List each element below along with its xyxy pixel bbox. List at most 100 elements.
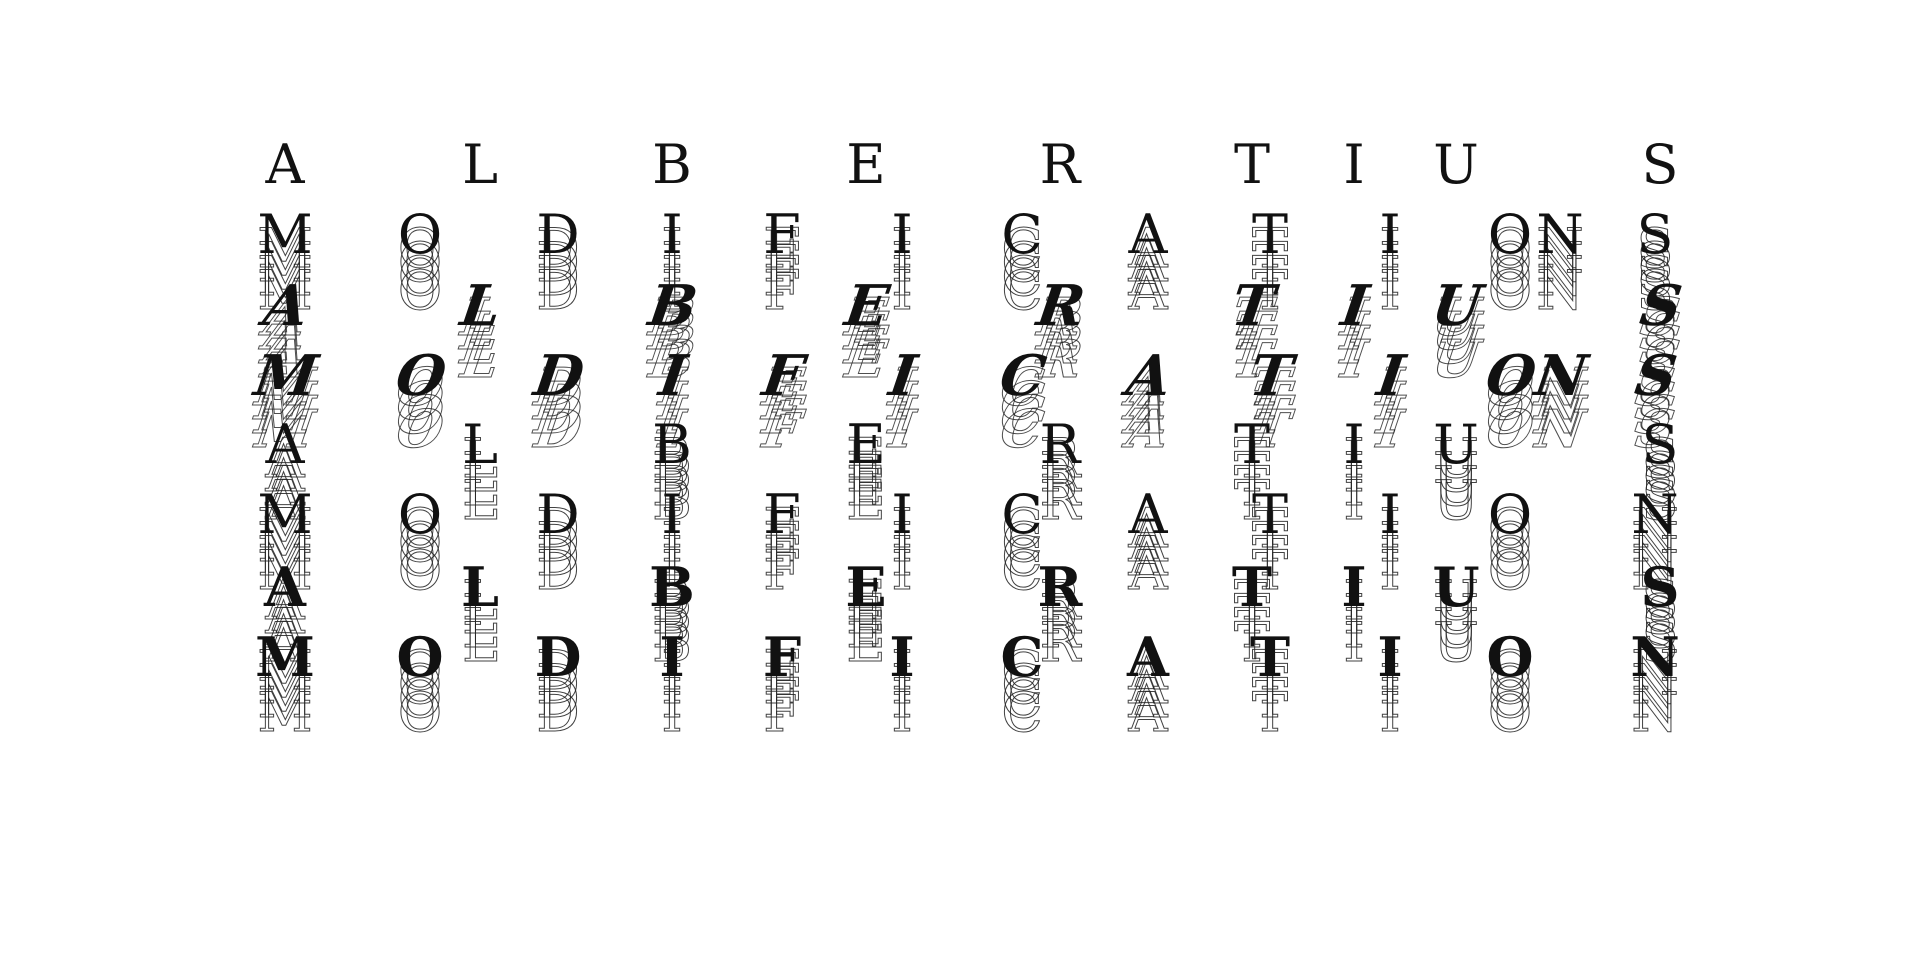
outline-echo-l: L — [462, 469, 499, 532]
letter-i: I — [889, 625, 915, 689]
outline-echo-o: O — [397, 539, 443, 602]
outline-echo-f: F — [763, 259, 801, 322]
letter-f: F — [763, 483, 801, 546]
outline-echo-f: F — [763, 217, 801, 280]
outline-echo-c: C — [1001, 511, 1043, 574]
outline-echo-i: I — [891, 511, 913, 574]
outline-echo-l: L — [462, 427, 499, 490]
outline-echo-a: A — [265, 427, 305, 490]
outline-echo-s: S — [1641, 611, 1679, 674]
outline-echo-b: B — [652, 455, 693, 518]
outline-echo-e: E — [846, 583, 886, 646]
outline-echo-i: I — [661, 525, 683, 588]
outline-echo-r: R — [1039, 455, 1081, 518]
letter-s: S — [1641, 413, 1679, 476]
outline-echo-d: D — [536, 539, 580, 602]
outline-echo-s: S — [1641, 455, 1679, 518]
letter-b: B — [644, 273, 700, 339]
outline-echo-i: I — [1379, 653, 1401, 716]
letter-t: T — [1245, 343, 1295, 409]
outline-echo-i: I — [1379, 259, 1401, 322]
letter-i: I — [661, 483, 683, 546]
outline-echo-t: T — [1233, 569, 1271, 632]
outline-echo-l: L — [462, 569, 499, 632]
outline-echo-m: M — [257, 525, 313, 588]
outline-echo-i: I — [891, 639, 913, 702]
letter-o: O — [1486, 625, 1534, 689]
outline-echo-o: O — [1487, 653, 1533, 716]
outline-echo-d: D — [536, 639, 580, 702]
outline-echo-o: O — [397, 511, 443, 574]
letter-n: N — [1536, 203, 1584, 266]
letter-f: F — [758, 343, 806, 409]
outline-echo-t: T — [1251, 217, 1289, 280]
outline-echo-l: L — [462, 455, 499, 518]
outline-echo-i: I — [1379, 681, 1401, 744]
outline-echo-c: C — [1001, 667, 1043, 730]
letter-m: M — [255, 625, 315, 689]
outline-echo-d: D — [536, 259, 580, 322]
outline-echo-a: A — [265, 597, 305, 660]
outline-echo-a: A — [265, 611, 305, 674]
letter-a: A — [265, 413, 305, 476]
letter-l: L — [461, 555, 499, 619]
letter-s: S — [1640, 555, 1680, 619]
outline-echo-o: O — [1487, 231, 1533, 294]
outline-echo-i: I — [891, 667, 913, 730]
letter-f: F — [762, 625, 802, 689]
outline-echo-o: O — [397, 245, 443, 308]
outline-echo-a: A — [265, 455, 305, 518]
letter-m: M — [250, 343, 320, 409]
letter-t: T — [1249, 625, 1291, 689]
outline-echo-f: F — [763, 667, 801, 730]
outline-echo-b: B — [652, 611, 693, 674]
outline-echo-t: T — [1233, 583, 1271, 646]
outline-echo-n: N — [1536, 245, 1584, 308]
outline-echo-o: O — [397, 217, 443, 280]
outline-echo-m: M — [257, 217, 313, 280]
letter-a: A — [1127, 625, 1169, 689]
outline-echo-t: T — [1233, 597, 1271, 660]
outline-echo-i: I — [661, 681, 683, 744]
outline-echo-f: F — [763, 539, 801, 602]
outline-echo-n: N — [1631, 525, 1679, 588]
letter-l: L — [456, 273, 504, 339]
letter-l: L — [462, 413, 498, 476]
outline-echo-t: T — [1233, 427, 1271, 490]
outline-echo-i: I — [891, 217, 913, 280]
outline-echo-d: D — [536, 511, 580, 574]
outline-echo-n: N — [1631, 667, 1679, 730]
outline-echo-i: I — [1379, 539, 1401, 602]
letter-r: R — [1039, 133, 1081, 196]
letter-d: D — [534, 625, 582, 689]
outline-echo-m: M — [257, 511, 313, 574]
outline-echo-d: D — [536, 653, 580, 716]
outline-echo-i: I — [661, 639, 683, 702]
letter-t: T — [1227, 273, 1277, 339]
outline-echo-l: L — [462, 611, 499, 674]
outline-echo-d: D — [536, 245, 580, 308]
outline-echo-f: F — [763, 681, 801, 744]
outline-echo-a: A — [1128, 217, 1168, 280]
outline-echo-n: N — [1631, 681, 1679, 744]
letter-f: F — [763, 203, 801, 266]
outline-echo-d: D — [536, 217, 580, 280]
outline-echo-s: S — [1636, 259, 1674, 322]
outline-echo-i: I — [891, 259, 913, 322]
outline-echo-n: N — [1631, 497, 1679, 560]
outline-echo-o: O — [1487, 539, 1533, 602]
outline-echo-b: B — [652, 441, 693, 504]
outline-echo-e: E — [846, 455, 886, 518]
outline-echo-d: D — [536, 681, 580, 744]
outline-echo-s: S — [1641, 583, 1679, 646]
outline-echo-f: F — [763, 639, 801, 702]
outline-echo-o: O — [397, 653, 443, 716]
outline-echo-u: U — [1433, 455, 1480, 518]
letter-o: O — [397, 203, 443, 266]
outline-echo-b: B — [652, 427, 693, 490]
outline-echo-l: L — [462, 583, 499, 646]
letter-u: U — [1432, 555, 1480, 619]
outline-echo-e: E — [846, 469, 886, 532]
letter-i: I — [661, 203, 683, 266]
